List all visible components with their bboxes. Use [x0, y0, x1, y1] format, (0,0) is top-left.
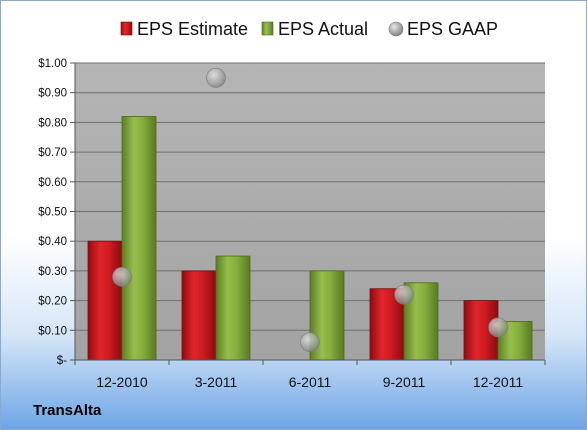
legend-gaap-label: EPS GAAP — [407, 19, 498, 39]
y-tick-label: $0.10 — [38, 325, 67, 337]
actual-bar — [309, 270, 345, 361]
gaap-point — [300, 332, 320, 352]
bars — [75, 116, 545, 361]
y-tick-label: $0.80 — [38, 117, 67, 129]
y-tick-label: $0.50 — [38, 207, 67, 219]
y-axis: $- $0.10 $0.20 $0.30 $0.40 $0.50 $0.60 $0.70 $0.… — [38, 58, 76, 367]
x-axis: 12-2010 3-2011 6-2011 9-2011 12-2011 — [74, 360, 546, 390]
actual-bar — [215, 255, 251, 361]
y-tick-label: $0.30 — [38, 266, 67, 278]
y-tick-label: $0.70 — [38, 147, 67, 159]
company-name: TransAlta — [33, 402, 102, 419]
legend-actual-swatch — [261, 21, 274, 36]
x-tick-label: 9-2011 — [383, 374, 426, 390]
actual-bar — [121, 116, 157, 361]
x-tick-label: 3-2011 — [195, 374, 238, 390]
y-tick-label: $- — [57, 355, 67, 367]
legend-estimate-label: EPS Estimate — [137, 19, 248, 39]
gaap-point — [112, 267, 132, 287]
legend: EPS Estimate EPS Actual EPS GAAP — [120, 19, 498, 39]
legend-estimate-swatch — [120, 21, 133, 36]
estimate-bar — [87, 240, 123, 361]
y-tick-label: $0.40 — [38, 236, 67, 248]
legend-actual-label: EPS Actual — [278, 19, 368, 39]
x-tick-label: 12-2010 — [96, 374, 148, 390]
gaap-points — [112, 68, 508, 352]
legend-gaap-swatch — [388, 21, 404, 37]
gaap-point — [488, 317, 508, 338]
gaap-point — [394, 284, 414, 305]
y-tick-label: $0.90 — [38, 88, 67, 100]
y-tick-label: $0.60 — [38, 177, 67, 189]
x-tick-label: 6-2011 — [289, 374, 332, 390]
y-tick-label: $1.00 — [38, 58, 67, 70]
y-tick-label: $0.20 — [38, 296, 67, 308]
x-tick-label: 12-2011 — [473, 374, 524, 390]
gaap-point — [206, 68, 226, 88]
estimate-bar — [181, 270, 217, 361]
